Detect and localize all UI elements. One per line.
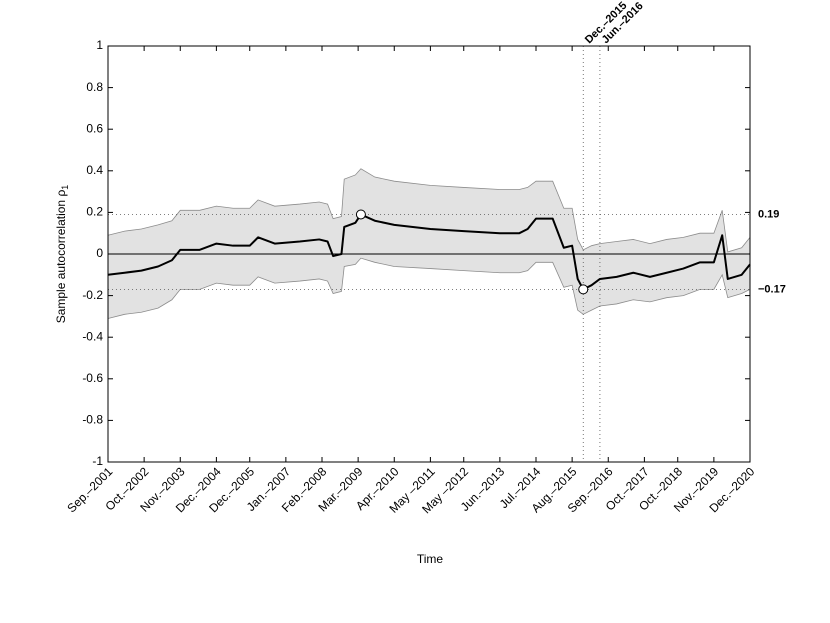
band-edge [107, 168, 751, 253]
extreme-marker [355, 209, 366, 220]
x-axis-label: Time [417, 552, 444, 566]
y-tick-label: 1 [96, 38, 103, 52]
band-edge [107, 257, 751, 319]
reference-label: 0.19 [758, 208, 779, 220]
y-tick-label: 0 [96, 246, 103, 260]
y-tick-label: -0.8 [82, 413, 103, 427]
y-axis-label: Sample autocorrelation ρ1 [54, 185, 70, 324]
y-tick-label: -0.2 [82, 288, 103, 302]
y-axis-label-sub: 1 [60, 185, 70, 190]
y-tick-label: 0.8 [86, 80, 103, 94]
autocorrelation-line [107, 213, 751, 291]
y-tick-label: 0.6 [86, 121, 103, 135]
reference-label: −0.17 [758, 283, 786, 295]
y-axis-label-main: Sample autocorrelation ρ [54, 190, 68, 324]
confidence-band [108, 168, 750, 319]
y-tick-label: -0.4 [82, 329, 103, 343]
y-tick-label: 0.4 [86, 163, 103, 177]
y-tick-label: -0.6 [82, 371, 103, 385]
y-tick-label: 0.2 [86, 205, 103, 219]
extreme-marker [578, 284, 589, 295]
y-tick-label: -1 [92, 454, 103, 468]
